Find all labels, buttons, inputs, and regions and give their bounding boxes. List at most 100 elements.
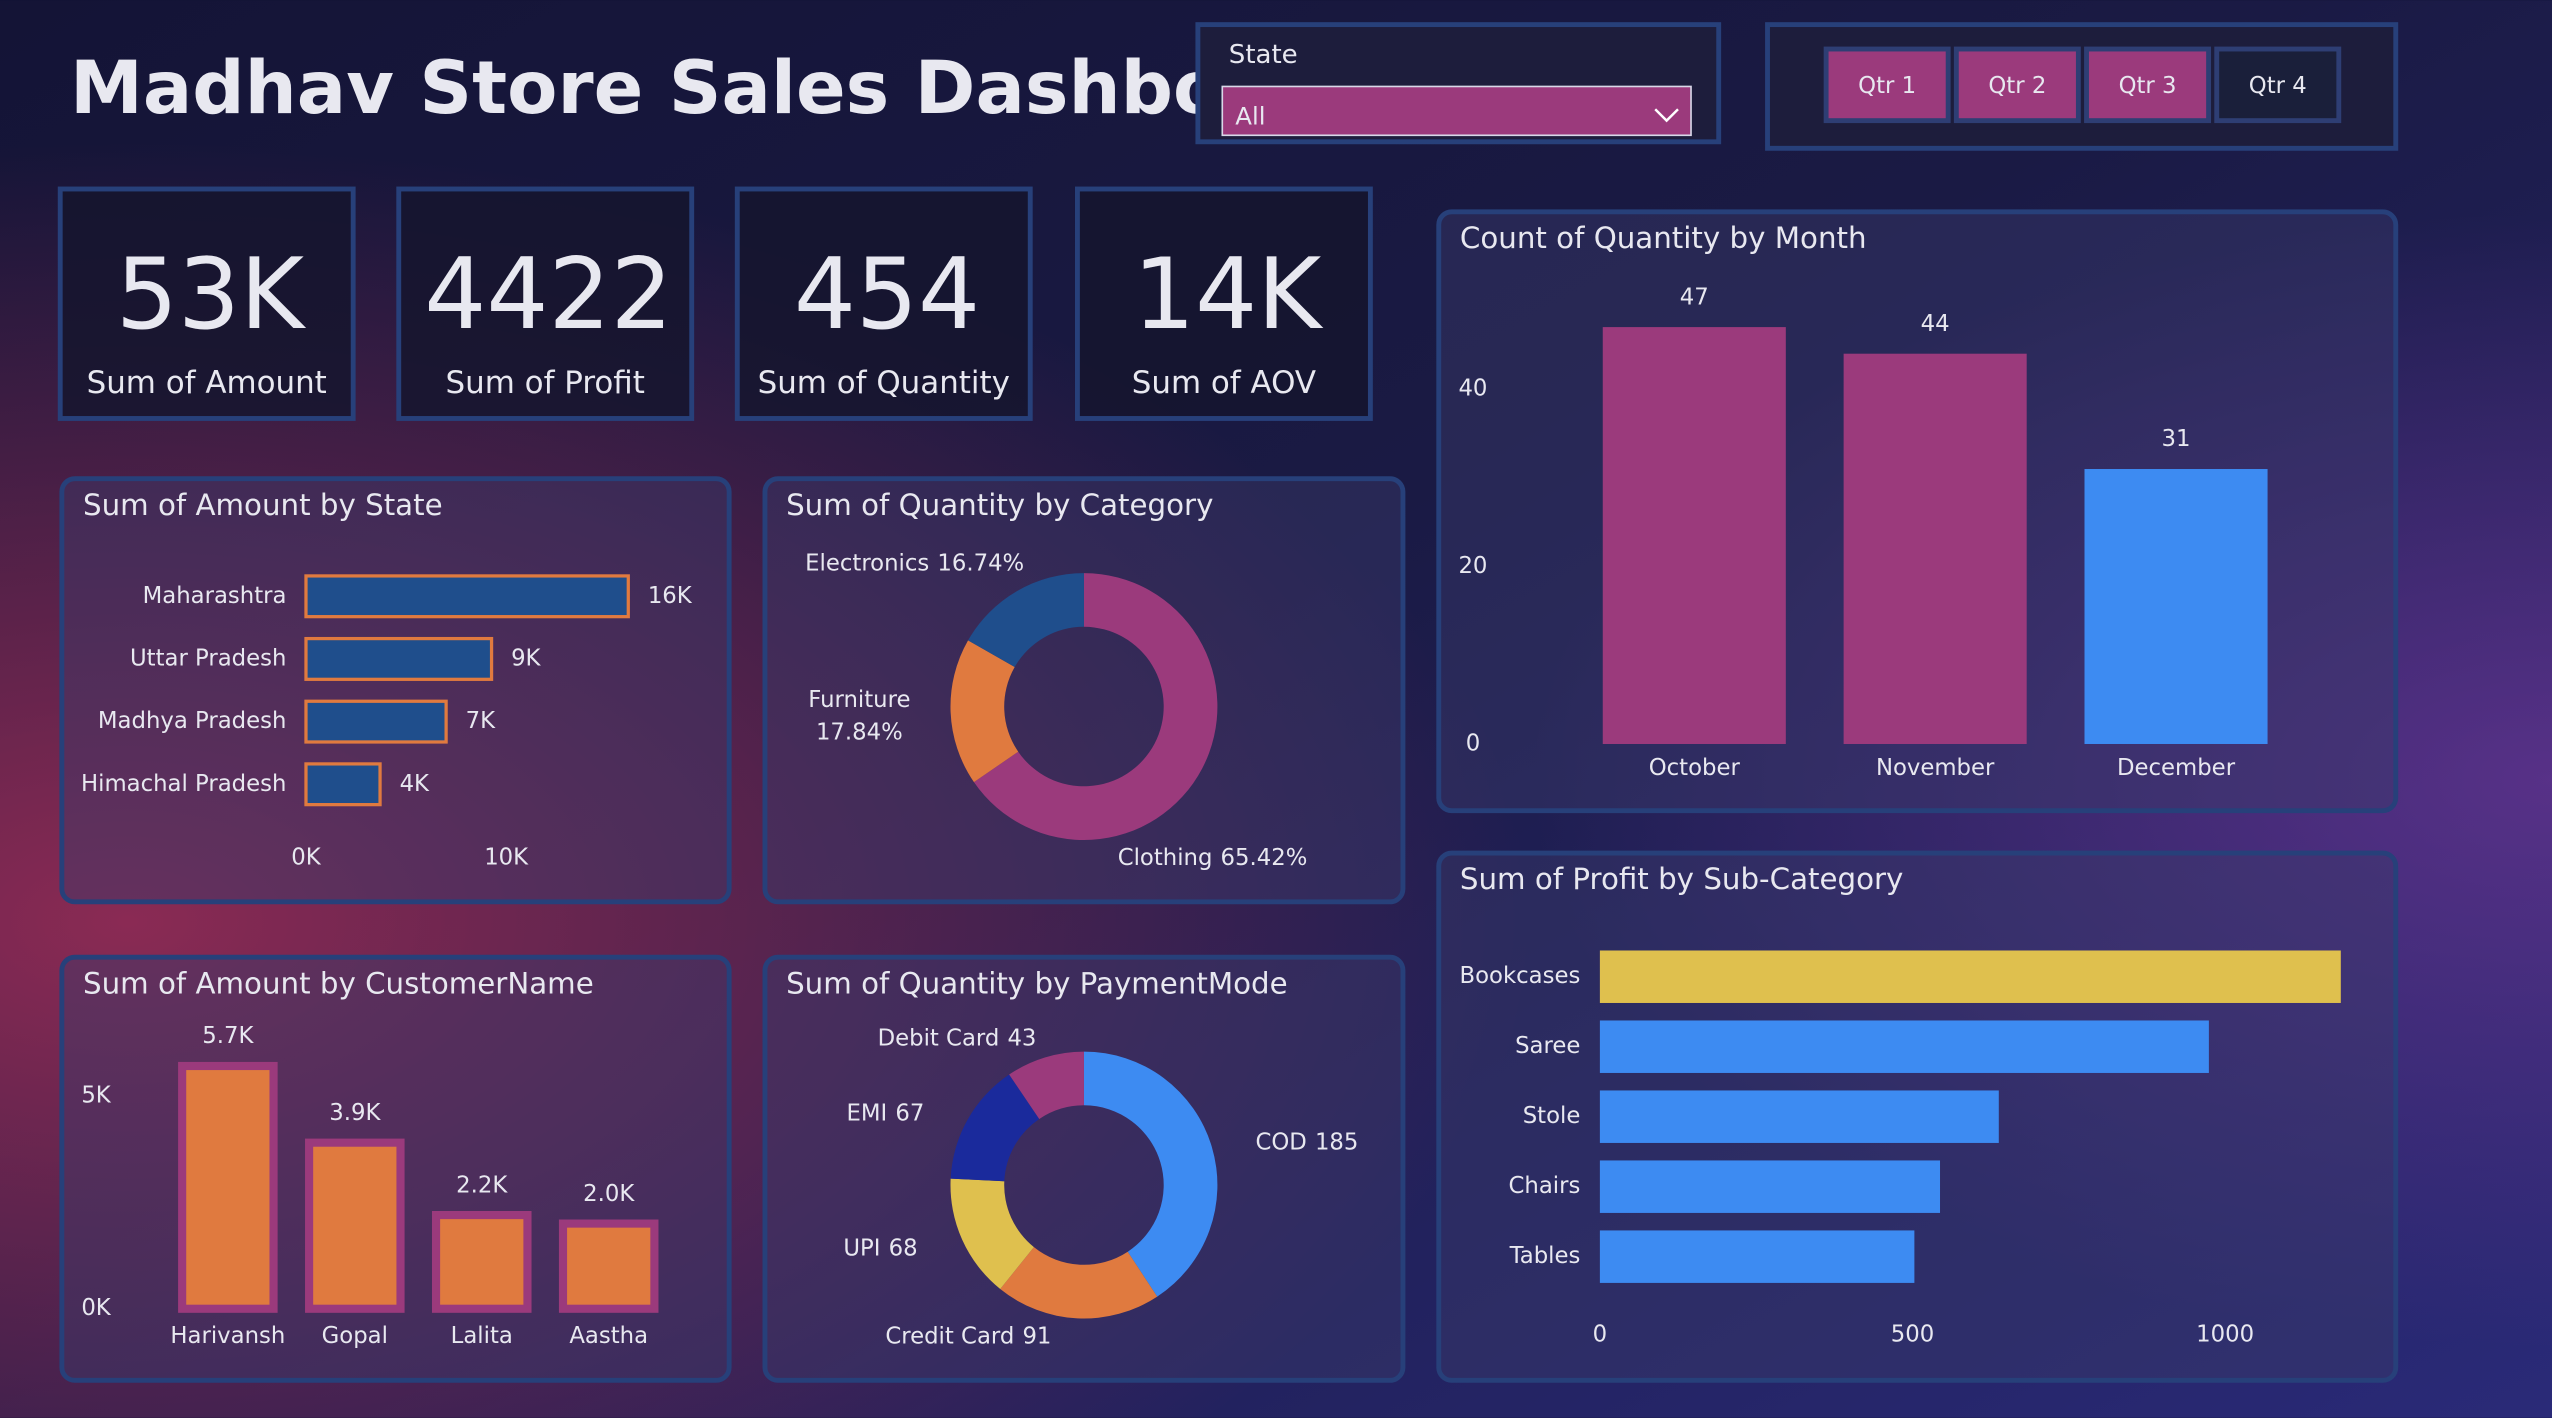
quarter-label: Qtr 4 bbox=[2249, 73, 2307, 99]
category-label: Aastha bbox=[569, 1323, 648, 1349]
value-label: 7K bbox=[466, 708, 496, 734]
value-label: 5.7K bbox=[202, 1023, 254, 1049]
quarter-button[interactable] bbox=[2214, 46, 2342, 124]
value-label: 2.2K bbox=[456, 1172, 508, 1198]
dashboard-title: Madhav Store Sales Dashboard bbox=[70, 46, 1361, 131]
kpi-card bbox=[396, 186, 695, 421]
dropdown-value: All bbox=[1235, 101, 1265, 130]
bar bbox=[431, 1210, 532, 1313]
slice-value: 68 bbox=[889, 1235, 918, 1261]
value-label: 44 bbox=[1921, 311, 1950, 337]
slice-category: Credit Card bbox=[885, 1323, 1014, 1349]
donut-slice bbox=[1083, 1051, 1218, 1297]
kpi-value: 14K bbox=[1133, 238, 1324, 352]
category-label: Stole bbox=[1523, 1103, 1581, 1129]
kpi-value: 53K bbox=[116, 238, 307, 352]
slice-value: 91 bbox=[1022, 1323, 1051, 1349]
kpi-card bbox=[734, 186, 1033, 421]
y-tick-label: 5K bbox=[81, 1082, 111, 1108]
kpi-value: 4422 bbox=[424, 238, 673, 352]
x-tick-label: 500 bbox=[1891, 1321, 1934, 1347]
chart-panel bbox=[59, 476, 732, 905]
slice-category: COD bbox=[1255, 1129, 1306, 1155]
category-label: Gopal bbox=[322, 1323, 388, 1349]
slice-label: Clothing 65.42% bbox=[1118, 844, 1308, 870]
slice-category: Debit Card bbox=[878, 1025, 1000, 1051]
category-label: Chairs bbox=[1509, 1173, 1581, 1199]
x-tick-label: 1000 bbox=[2196, 1321, 2254, 1347]
slice-category: Electronics bbox=[805, 550, 929, 576]
bar bbox=[1599, 1160, 1941, 1213]
y-tick-label: 40 bbox=[1458, 376, 1487, 402]
slice-category: Clothing bbox=[1118, 844, 1213, 870]
category-label: Uttar Pradesh bbox=[130, 645, 286, 671]
slice-label: Electronics 16.74% bbox=[805, 550, 1024, 576]
slice-label: UPI 68 bbox=[843, 1235, 917, 1261]
slice-value: 16.74% bbox=[937, 550, 1024, 576]
category-label: Bookcases bbox=[1459, 963, 1580, 989]
slice-label: COD 185 bbox=[1255, 1129, 1358, 1155]
quarter-label: Qtr 2 bbox=[1988, 73, 2046, 99]
kpi-label: Sum of Quantity bbox=[758, 365, 1010, 401]
donut-slice bbox=[950, 1074, 1040, 1182]
quarter-button[interactable] bbox=[2084, 46, 2212, 124]
chart-title: Sum of Quantity by PaymentMode bbox=[786, 966, 1288, 1000]
y-tick-label: 0K bbox=[81, 1295, 111, 1321]
slice-label: EMI 67 bbox=[846, 1100, 924, 1126]
y-tick-label: 0 bbox=[1466, 730, 1480, 756]
value-label: 16K bbox=[648, 583, 693, 609]
donut-slice bbox=[973, 573, 1218, 841]
bar bbox=[2084, 469, 2268, 744]
value-label: 31 bbox=[2162, 426, 2191, 452]
category-label: Tables bbox=[1509, 1243, 1581, 1269]
bar bbox=[1843, 353, 2027, 744]
quarter-button[interactable] bbox=[1953, 46, 2081, 124]
category-label: Maharashtra bbox=[143, 583, 287, 609]
dropdown-chevron bbox=[1654, 108, 1679, 123]
donut-slice bbox=[950, 640, 1019, 783]
slice-label: Debit Card 43 bbox=[878, 1025, 1037, 1051]
bar bbox=[1599, 950, 2341, 1003]
bar bbox=[1602, 327, 1786, 744]
bar bbox=[1599, 1020, 2209, 1073]
x-tick-label: 0 bbox=[1593, 1321, 1607, 1347]
state-dropdown[interactable] bbox=[1221, 85, 1692, 137]
bar bbox=[304, 762, 382, 807]
value-label: 47 bbox=[1680, 284, 1709, 310]
bar bbox=[304, 636, 494, 681]
slice-value: 65.42% bbox=[1221, 844, 1308, 870]
slice-label: Credit Card 91 bbox=[885, 1323, 1051, 1349]
category-label: Himachal Pradesh bbox=[81, 771, 286, 797]
kpi-card bbox=[57, 186, 356, 421]
bar bbox=[305, 1138, 405, 1313]
kpi-label: Sum of Amount bbox=[87, 365, 327, 401]
slice-value: 67 bbox=[895, 1100, 924, 1126]
quarter-button[interactable] bbox=[1823, 46, 1951, 124]
slice-category: Furniture bbox=[808, 687, 910, 713]
bar bbox=[1599, 1230, 1915, 1283]
donut-slice bbox=[1000, 1247, 1158, 1319]
quarter-label: Qtr 1 bbox=[1858, 73, 1916, 99]
donut-slice bbox=[1009, 1051, 1084, 1120]
y-tick-label: 20 bbox=[1458, 553, 1487, 579]
slice-category: UPI bbox=[843, 1235, 880, 1261]
x-tick-label: 10K bbox=[484, 844, 529, 870]
kpi-label: Sum of Profit bbox=[446, 365, 645, 401]
chart-title: Sum of Profit by Sub-Category bbox=[1460, 862, 1903, 896]
category-label: Lalita bbox=[451, 1323, 513, 1349]
bar bbox=[178, 1061, 278, 1313]
value-label: 2.0K bbox=[583, 1181, 635, 1207]
donut-slice bbox=[968, 573, 1084, 668]
donut-slice bbox=[950, 1178, 1034, 1289]
category-label: Harivansh bbox=[170, 1323, 285, 1349]
x-tick-label: 0K bbox=[291, 844, 321, 870]
category-label: Saree bbox=[1515, 1033, 1580, 1059]
category-label: October bbox=[1649, 755, 1741, 781]
chart-title: Count of Quantity by Month bbox=[1460, 221, 1867, 255]
slice-label: Furniture 17.84% bbox=[808, 687, 910, 746]
bar bbox=[1599, 1090, 1999, 1143]
chart-title: Sum of Quantity by Category bbox=[786, 488, 1213, 522]
category-label: December bbox=[2117, 755, 2236, 781]
